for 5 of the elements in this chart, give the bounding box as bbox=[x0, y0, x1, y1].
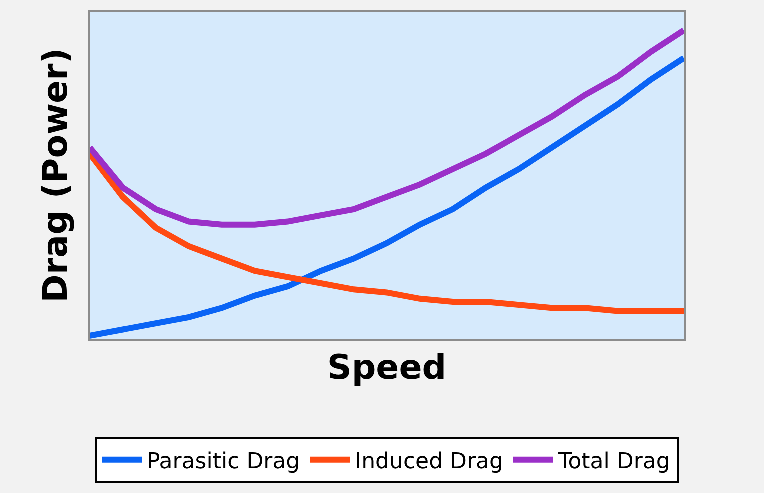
x-axis-title: Speed bbox=[327, 348, 447, 388]
y-axis-title: Drag (Power) bbox=[36, 48, 76, 303]
legend-label: Induced Drag bbox=[355, 449, 504, 474]
legend-label: Parasitic Drag bbox=[147, 449, 300, 474]
legend-label: Total Drag bbox=[558, 449, 670, 474]
